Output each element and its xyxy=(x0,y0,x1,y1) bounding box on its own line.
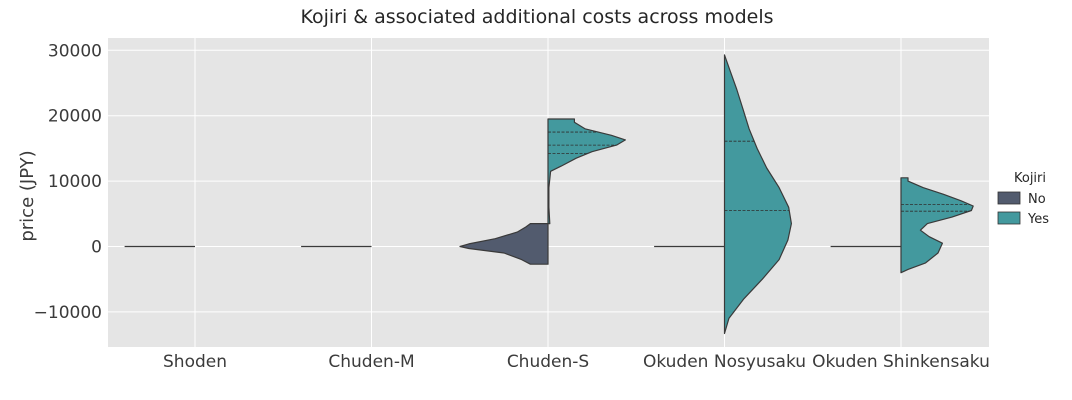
y-tick-label: 20000 xyxy=(48,107,102,127)
x-tick-label: Shoden xyxy=(163,352,227,372)
violins xyxy=(124,54,974,335)
y-axis-label: price (JPY) xyxy=(17,150,38,241)
y-tick-label: 30000 xyxy=(48,41,102,61)
legend: Kojiri No Yes xyxy=(997,171,1049,227)
x-tick-label: Chuden-S xyxy=(507,352,589,372)
y-tick-label: 0 xyxy=(91,238,102,258)
violin-yes-okuden-nosyusaku xyxy=(723,54,792,335)
legend-label-yes: Yes xyxy=(1027,212,1049,227)
y-tick-label: −10000 xyxy=(34,303,102,323)
x-axis-ticks: Shoden Chuden-M Chuden-S Okuden Nosyusaku Ok… xyxy=(163,352,990,372)
x-tick-label: Okuden Shinkensaku xyxy=(812,352,990,372)
x-tick-label: Chuden-M xyxy=(328,352,414,372)
legend-swatch-yes xyxy=(997,211,1021,225)
legend-label-no: No xyxy=(1028,192,1046,207)
chart-title: Kojiri & associated additional costs acr… xyxy=(300,6,773,28)
y-tick-label: 10000 xyxy=(48,172,102,192)
violin-no-chuden-s xyxy=(459,223,549,265)
legend-title: Kojiri xyxy=(1014,171,1046,186)
legend-swatch-no xyxy=(997,191,1021,205)
y-axis-ticks: 30000 20000 10000 0 −10000 xyxy=(34,41,102,323)
x-tick-label: Okuden Nosyusaku xyxy=(643,352,806,372)
violin-yes-okuden-shinkensaku xyxy=(900,177,974,274)
